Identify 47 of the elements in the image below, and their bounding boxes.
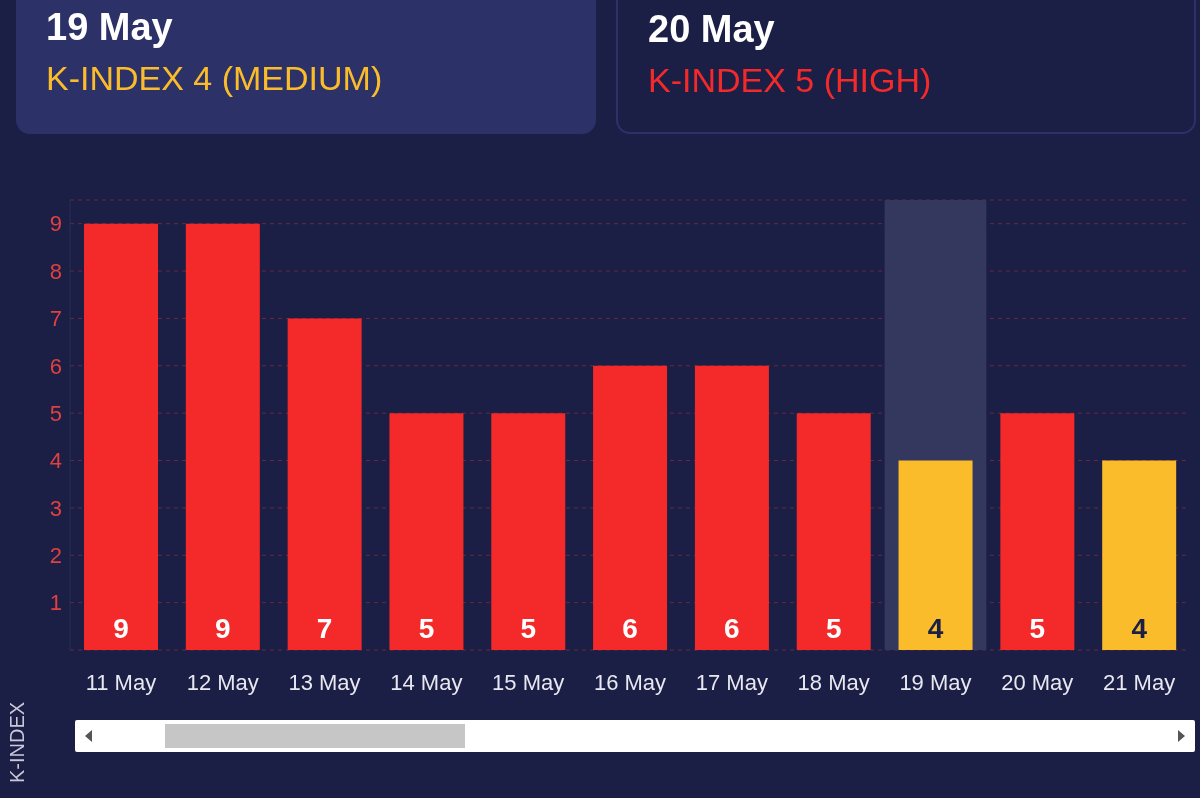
data-label: 5 bbox=[418, 613, 435, 644]
bar bbox=[491, 413, 566, 650]
data-label: 9 bbox=[215, 613, 231, 644]
x-tick-label: 20 May bbox=[1001, 669, 1074, 695]
data-label: 9 bbox=[113, 613, 129, 644]
y-tick-label: 3 bbox=[49, 495, 62, 521]
y-tick-label: 6 bbox=[49, 353, 62, 379]
bar bbox=[185, 223, 260, 650]
bar bbox=[694, 365, 769, 650]
bar bbox=[287, 318, 362, 650]
text: K-INDEX 4 (MEDIUM) bbox=[46, 59, 384, 98]
bar bbox=[1102, 460, 1177, 650]
x-tick-label: 18 May bbox=[797, 669, 870, 695]
data-label: 6 bbox=[724, 613, 740, 644]
x-tick-label: 11 May bbox=[85, 669, 157, 695]
bar bbox=[1000, 413, 1075, 650]
text: K-INDEX 5 (HIGH) bbox=[648, 61, 933, 100]
data-label: 7 bbox=[316, 613, 333, 644]
text: 19 May bbox=[46, 6, 174, 49]
data-label: 6 bbox=[622, 613, 638, 644]
bar bbox=[796, 413, 871, 650]
bar bbox=[593, 365, 668, 650]
y-tick-label: 8 bbox=[49, 258, 62, 284]
x-tick-label: 15 May bbox=[492, 669, 565, 695]
bar bbox=[389, 413, 464, 650]
x-tick-label: 13 May bbox=[288, 669, 361, 695]
data-label: 4 bbox=[1131, 613, 1148, 644]
y-tick-label: 7 bbox=[49, 306, 62, 332]
x-tick-label: 12 May bbox=[186, 669, 259, 695]
y-tick-label: 4 bbox=[49, 448, 62, 474]
x-tick-label: 17 May bbox=[695, 669, 768, 695]
data-label: 5 bbox=[1029, 613, 1046, 644]
bar bbox=[898, 460, 973, 650]
y-tick-label: 9 bbox=[49, 211, 62, 237]
y-axis-title: K-INDEX bbox=[6, 701, 30, 783]
y-tick-label: 2 bbox=[49, 543, 62, 569]
text: 20 May bbox=[648, 8, 776, 51]
y-tick-label: 1 bbox=[49, 590, 62, 616]
y-tick-label: 5 bbox=[49, 400, 62, 426]
x-tick-label: 16 May bbox=[593, 669, 667, 695]
data-label: 5 bbox=[520, 613, 537, 644]
x-tick-label: 21 May bbox=[1103, 669, 1176, 695]
data-label: 5 bbox=[825, 613, 842, 644]
bar bbox=[84, 223, 158, 650]
x-tick-label: 19 May bbox=[899, 669, 972, 695]
x-tick-label: 14 May bbox=[390, 669, 463, 695]
data-label: 4 bbox=[927, 613, 944, 644]
